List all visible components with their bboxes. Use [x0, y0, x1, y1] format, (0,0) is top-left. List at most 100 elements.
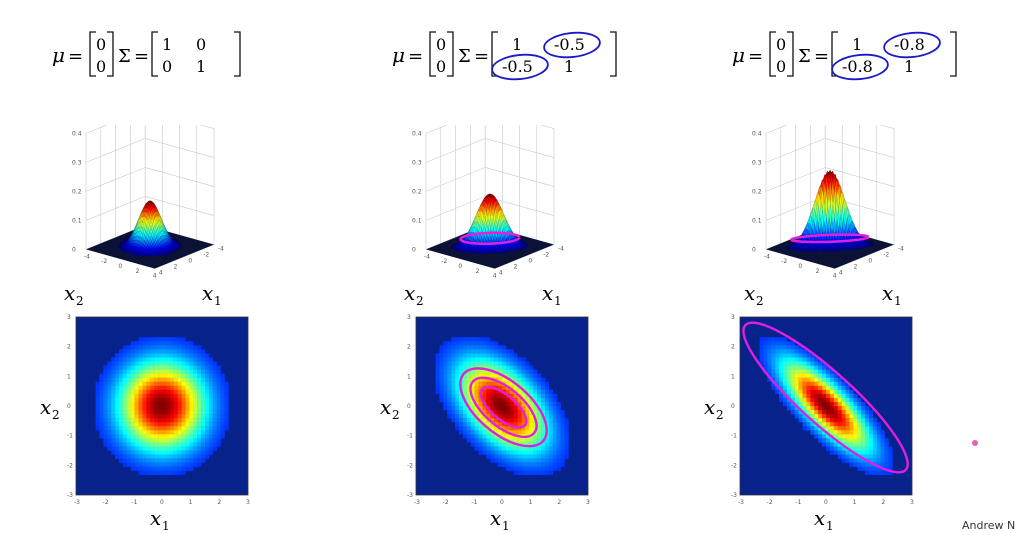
mu-entry: 0	[96, 35, 106, 54]
mu-symbol: μ	[392, 43, 405, 67]
mu-bracket-left	[429, 31, 436, 77]
surface-axes-box	[85, 125, 215, 250]
x2-axis-subscript: 2	[76, 294, 84, 305]
sigma-bracket-right	[610, 31, 617, 77]
x1-tick-label: 2	[816, 268, 820, 275]
z-tick-label: 0.1	[72, 217, 82, 224]
sigma-entry-22: 1	[196, 57, 206, 76]
x2-tick-label: 2	[174, 264, 178, 271]
heat-x-tick-label: -2	[103, 499, 109, 506]
z-tick-label: 0.3	[412, 159, 422, 166]
sigma-entry-22: 1	[564, 57, 574, 76]
x1-tick-label: 0	[458, 263, 462, 270]
sigma-entry-21: 0	[162, 57, 172, 76]
circled-annotation	[883, 31, 941, 59]
formula: μ =00 Σ =1 -0.8-0.8 1	[732, 31, 957, 81]
heat-y-tick-label: 2	[731, 344, 735, 351]
heat-x-tick-label: 2	[557, 499, 561, 506]
equals-sign: =	[748, 46, 763, 67]
x1-axis-label: x	[202, 281, 213, 305]
heat-y-tick-label: 3	[407, 314, 411, 321]
mu-entry: 0	[776, 57, 786, 76]
sigma-entry-11: 1	[162, 35, 172, 54]
mu-symbol: μ	[732, 43, 745, 67]
x2-tick-label: 2	[514, 264, 518, 271]
x2-axis-label: x	[40, 395, 51, 419]
mu-bracket-left	[769, 31, 776, 77]
circled-annotation	[831, 53, 889, 81]
x2-tick-label: -2	[203, 252, 209, 259]
heat-y-tick-label: 0	[731, 403, 735, 410]
z-tick-label: 0	[752, 246, 756, 253]
heat-y-tick-label: -2	[731, 462, 737, 469]
footer-credit: Andrew N	[962, 519, 1016, 532]
x2-axis-subscript: 2	[392, 408, 400, 422]
x1-tick-label: -2	[441, 258, 447, 265]
x2-tick-label: -4	[898, 246, 904, 253]
equals-sign: =	[814, 46, 829, 67]
x1-axis-subscript: 1	[894, 294, 902, 305]
x2-axis-label: x	[704, 395, 715, 419]
surface-axes-box	[765, 125, 895, 250]
contour-annotation	[459, 367, 548, 448]
mu-entry: 0	[776, 35, 786, 54]
laser-pointer-dot	[972, 440, 978, 446]
heat-x-tick-label: 3	[246, 499, 250, 506]
heat-x-tick-label: -3	[74, 499, 80, 506]
x2-axis-label: x	[744, 281, 755, 305]
formula: μ =00 Σ =1 -0.5-0.5 1	[392, 31, 617, 81]
panel-correlation-minus-0-8: μ = 0 0 Σ = 1 -0.8 -0.8 1 0.4 0.3 0.2 0.1 0 -4 -2 0 2 4 4 2 0…	[680, 0, 1020, 535]
mu-bracket-right	[447, 31, 454, 77]
z-tick-label: 0	[412, 246, 416, 253]
x2-tick-label: 4	[839, 270, 843, 277]
surface-mesh	[117, 200, 183, 258]
heatmap-frame	[75, 316, 249, 496]
heat-x-tick-label: -2	[443, 499, 449, 506]
sigma-entry-11: 1	[852, 35, 862, 54]
heat-x-tick-label: 2	[881, 499, 885, 506]
contour-annotation	[790, 233, 870, 244]
x2-tick-label: -2	[883, 252, 889, 259]
z-tick-label: 0.2	[752, 188, 762, 195]
heat-y-tick-label: 1	[67, 373, 71, 380]
x1-tick-label: 0	[118, 263, 122, 270]
x2-tick-label: 0	[868, 258, 872, 265]
heat-y-tick-label: 1	[731, 373, 735, 380]
heat-y-tick-label: 1	[407, 373, 411, 380]
contour-annotation	[742, 321, 909, 474]
x1-axis-label: x	[490, 506, 501, 530]
heat-y-tick-label: 0	[407, 403, 411, 410]
x1-tick-label: 4	[153, 273, 157, 280]
x1-axis-subscript: 1	[554, 294, 562, 305]
heat-x-tick-label: 2	[217, 499, 221, 506]
x1-axis-subscript: 1	[162, 519, 170, 530]
z-tick-label: 0	[72, 246, 76, 253]
heat-x-tick-label: -2	[767, 499, 773, 506]
x1-tick-label: -2	[101, 258, 107, 265]
heat-x-tick-label: -3	[738, 499, 744, 506]
sigma-entry-22: 1	[904, 57, 914, 76]
heat-y-tick-label: -1	[407, 433, 413, 440]
circled-annotation	[491, 53, 549, 81]
heatmap-cells	[416, 317, 588, 495]
sigma-entry-12: -0.8	[894, 35, 925, 54]
x2-axis-subscript: 2	[52, 408, 60, 422]
sigma-bracket-left	[151, 31, 158, 77]
z-tick-label: 0.4	[752, 130, 762, 137]
heat-x-tick-label: 3	[586, 499, 590, 506]
heat-x-tick-label: 1	[853, 499, 857, 506]
z-tick-label: 0.3	[72, 159, 82, 166]
sigma-entry-11: 1	[512, 35, 522, 54]
heat-x-tick-label: 3	[910, 499, 914, 506]
x2-axis-label: x	[64, 281, 75, 305]
x1-axis-subscript: 1	[214, 294, 222, 305]
sigma-bracket-right	[950, 31, 957, 77]
heat-y-tick-label: -1	[731, 433, 737, 440]
z-tick-label: 0.2	[412, 188, 422, 195]
sigma-entry-21: -0.5	[502, 57, 533, 76]
x1-tick-label: 2	[136, 268, 140, 275]
